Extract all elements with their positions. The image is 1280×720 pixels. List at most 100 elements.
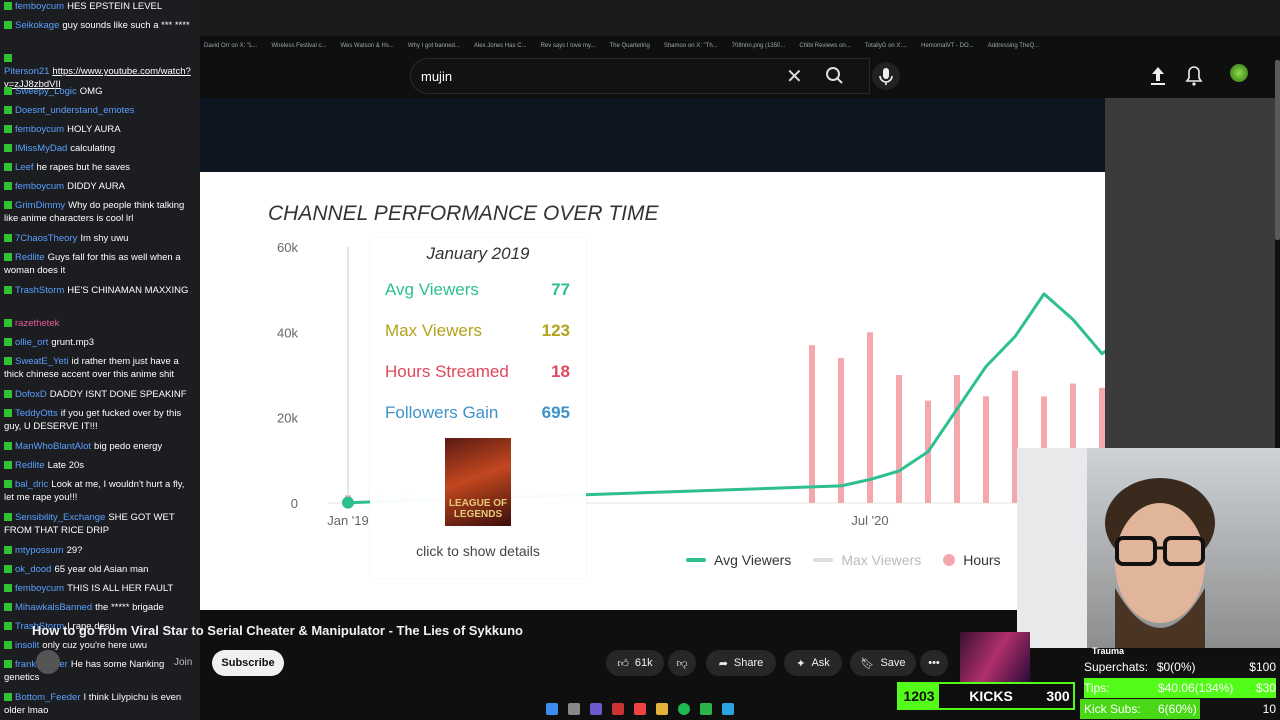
like-button[interactable]: 👍︎ 61k: [606, 650, 664, 676]
tooltip-row-avg-viewers: Avg Viewers 77: [385, 280, 570, 300]
chat-username[interactable]: GrimDimmy: [15, 200, 66, 211]
chat-username[interactable]: Leef: [15, 162, 34, 173]
chat-username[interactable]: Bottom_Feeder: [15, 692, 81, 703]
donation-label: Tips:: [1084, 681, 1110, 695]
chat-username[interactable]: Redlite: [15, 252, 45, 263]
more-actions-button[interactable]: •••: [920, 650, 948, 676]
windows-start-icon[interactable]: [546, 703, 558, 715]
chat-username[interactable]: mtypossum: [15, 545, 64, 556]
legend-item-max-viewers[interactable]: Max Viewers: [813, 552, 921, 568]
bookmark-item[interactable]: 708nnn.png (1350...: [731, 43, 786, 49]
bookmark-item[interactable]: Why I got banned...: [407, 43, 460, 49]
bookmark-item[interactable]: Wireless Festival c...: [271, 43, 327, 49]
chart-title: CHANNEL PERFORMANCE OVER TIME: [268, 202, 659, 225]
chat-message: GrimDimmy Why do people think talking lik…: [4, 199, 196, 225]
page-scrollbar[interactable]: [1275, 60, 1280, 240]
bookmark-item[interactable]: Alex Jones Has C...: [473, 43, 527, 49]
channel-avatar[interactable]: [36, 650, 60, 674]
chat-username[interactable]: Redlite: [15, 460, 45, 471]
chat-username[interactable]: 7ChaosTheory: [15, 233, 78, 244]
hours-bar: [867, 332, 873, 503]
chat-username[interactable]: ollie_ort: [15, 337, 49, 348]
microphone-icon[interactable]: [872, 62, 900, 90]
share-button[interactable]: ➦ Share: [706, 650, 776, 676]
chat-username[interactable]: MihawkalsBanned: [15, 602, 93, 613]
upload-icon[interactable]: [1148, 64, 1168, 88]
chat-message: Leef he rapes but he saves: [4, 161, 196, 174]
tooltip-value: 77: [551, 280, 570, 299]
chat-username[interactable]: Seikokage: [15, 20, 60, 31]
save-button[interactable]: 🔖︎ Save: [850, 650, 916, 676]
kick-badge-icon: [4, 584, 12, 592]
kick-subs-row: Kick Subs: 6(60%) 10: [1080, 699, 1276, 719]
video-frame-top: [200, 98, 1105, 172]
account-avatar[interactable]: [1230, 64, 1248, 82]
chat-username[interactable]: TeddyOtts: [15, 408, 58, 419]
bookmark-item[interactable]: The Quartering: [609, 43, 650, 49]
legend-item-avg-viewers[interactable]: Avg Viewers: [686, 552, 791, 568]
kicks-goal-widget: 1203 KICKS 300: [897, 682, 1075, 710]
join-button[interactable]: Join: [174, 657, 193, 668]
chat-text: DADDY ISNT DONE SPEAKINF: [49, 389, 187, 400]
chat-text[interactable]: https://www.youtube.com/watch?v=zJJ8zbdV…: [4, 66, 191, 90]
kick-badge-icon: [4, 144, 12, 152]
ask-button[interactable]: ✦ Ask: [784, 650, 842, 676]
taskbar-telegram-icon[interactable]: [722, 703, 734, 715]
kick-badge-icon: [4, 660, 12, 668]
chat-message: femboycum HOLY AURA: [4, 123, 196, 136]
chat-text: OMG: [79, 86, 103, 97]
chat-username[interactable]: IMissMyDad: [15, 143, 68, 154]
chat-username[interactable]: SweatE_Yeti: [15, 356, 69, 367]
chat-username[interactable]: femboycum: [15, 124, 65, 135]
subscribe-button[interactable]: Subscribe: [212, 650, 284, 676]
chat-text: Im shy uwu: [80, 233, 129, 244]
chat-message: TrashStorm HE'S CHINAMAN MAXXING: [4, 284, 196, 297]
chat-username[interactable]: Sweepy_Logic: [15, 86, 77, 97]
chat-username[interactable]: ok_dood: [15, 564, 52, 575]
taskbar-app-icon[interactable]: [612, 703, 624, 715]
chat-username[interactable]: femboycum: [15, 583, 65, 594]
kicks-label: KICKS: [969, 688, 1013, 704]
chat-username[interactable]: Piterson21: [4, 66, 50, 77]
bookmark-item[interactable]: Rev says I love my...: [540, 43, 596, 49]
bookmark-item[interactable]: David Orr on X: "L...: [204, 43, 258, 49]
show-details-link[interactable]: click to show details: [416, 543, 540, 559]
chat-username[interactable]: Sensibility_Exchange: [15, 512, 106, 523]
bookmark-item[interactable]: TotallyG on X:...: [864, 43, 908, 49]
search-icon[interactable]: [820, 64, 850, 88]
taskbar-app-icon[interactable]: [590, 703, 602, 715]
chat-text: Why do people think talking like anime c…: [4, 200, 185, 224]
kick-badge-icon: [4, 641, 12, 649]
chat-username[interactable]: ManWhoBlantAlot: [15, 441, 92, 452]
chat-username[interactable]: Doesnt_understand_emotes: [15, 105, 135, 116]
chat-username[interactable]: TrashStorm: [15, 285, 65, 296]
chat-username[interactable]: femboycum: [15, 1, 65, 12]
chat-username[interactable]: TrashStorm: [15, 621, 65, 632]
chat-username[interactable]: DofoxD: [15, 389, 47, 400]
chat-username[interactable]: bal_dric: [15, 479, 49, 490]
bookmark-item[interactable]: Addressing TheQ...: [987, 43, 1040, 49]
dislike-button[interactable]: 👎︎: [668, 650, 696, 676]
clear-search-icon[interactable]: ✕: [786, 66, 803, 88]
taskbar-search-icon[interactable]: [568, 703, 580, 715]
chat-username[interactable]: femboycum: [15, 181, 65, 192]
taskbar-chrome-icon[interactable]: [634, 703, 646, 715]
bookmark-item[interactable]: Shamoo on X: "Th...: [663, 43, 718, 49]
bookmark-item[interactable]: Chibi Reviews on...: [799, 43, 851, 49]
chat-username[interactable]: insolit: [15, 640, 40, 651]
legend-item-hours[interactable]: Hours: [943, 552, 1001, 568]
search-input[interactable]: mujin: [410, 58, 870, 94]
chat-message: razethetek: [4, 317, 196, 330]
taskbar-spotify-icon[interactable]: [678, 703, 690, 715]
chart-tooltip[interactable]: January 2019 Avg Viewers 77 Max Viewers 12…: [370, 238, 586, 578]
game-cover-image[interactable]: LEAGUE OF LEGENDS: [445, 438, 511, 526]
taskbar-folder-icon[interactable]: [656, 703, 668, 715]
taskbar-xbox-icon[interactable]: [700, 703, 712, 715]
bookmark-item[interactable]: HemomalVT - DO...: [921, 43, 974, 49]
kick-badge-icon: [4, 234, 12, 242]
kick-badge-icon: [4, 125, 12, 133]
bookmark-item[interactable]: Wes Watson & Hs...: [340, 43, 394, 49]
notifications-bell-icon[interactable]: [1184, 64, 1204, 88]
chat-username[interactable]: razethetek: [15, 318, 60, 329]
